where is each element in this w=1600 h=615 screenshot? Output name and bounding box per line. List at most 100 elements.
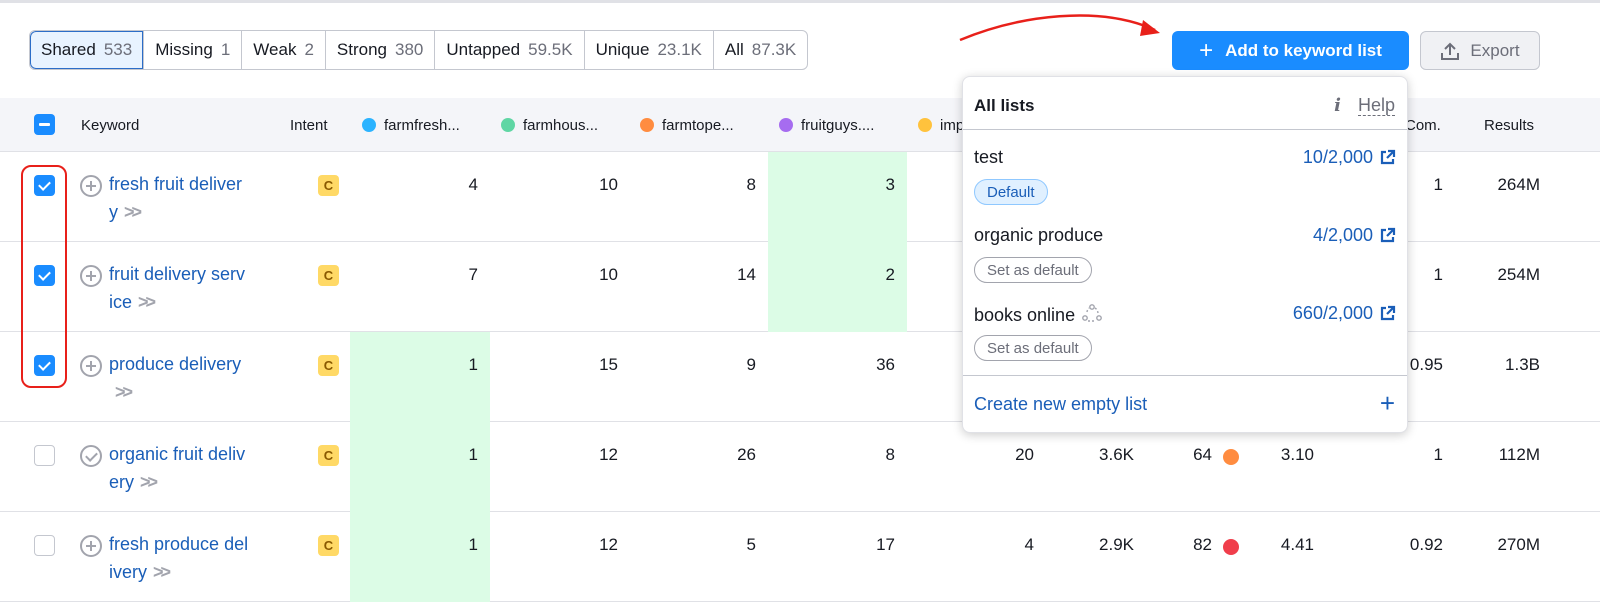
add-circle-icon[interactable] [80, 265, 102, 287]
annotation-highlight-box [21, 165, 67, 388]
add-circle-icon[interactable] [80, 355, 102, 377]
domain-position: 17 [876, 535, 895, 554]
export-button[interactable]: Export [1420, 31, 1540, 70]
row-checkbox[interactable] [34, 265, 55, 286]
table-row: organic fruit delivery >> C 1 12 26 8 20 3.6K 64 3… [0, 422, 1600, 512]
column-domain[interactable]: fruitguys.... [779, 98, 874, 152]
results: 270M [1497, 535, 1540, 554]
default-badge: Default [974, 179, 1048, 205]
add-circle-icon[interactable] [80, 535, 102, 557]
column-domain[interactable]: farmtope... [640, 98, 734, 152]
domain-position: 8 [885, 445, 895, 464]
select-all-checkbox[interactable] [34, 114, 55, 135]
domain-position: 2 [885, 265, 895, 284]
competition: 0.95 [1409, 355, 1443, 374]
tab-all[interactable]: All 87.3K [714, 31, 807, 69]
list-name-text: books online [974, 305, 1076, 325]
row-checkbox[interactable] [34, 355, 55, 376]
check-circle-icon[interactable] [80, 445, 102, 467]
cpc: 3.10 [1280, 445, 1314, 464]
intent-badge: C [318, 175, 339, 196]
list-count-link[interactable]: 4/2,000 [1313, 225, 1396, 246]
domain-position: 1 [468, 445, 478, 464]
export-label: Export [1470, 40, 1520, 60]
tab-weak[interactable]: Weak 2 [242, 31, 326, 69]
list-count: 10/2,000 [1302, 147, 1373, 167]
row-checkbox[interactable] [34, 175, 55, 196]
column-keyword[interactable]: Keyword [81, 116, 140, 134]
tab-unique[interactable]: Unique 23.1K [585, 31, 714, 69]
keyword-link[interactable]: organic fruit delivery >> [109, 440, 249, 496]
tab-missing[interactable]: Missing 1 [144, 31, 243, 69]
best-position-highlight [768, 242, 907, 332]
keyword-text: fresh fruit delivery [109, 174, 243, 222]
domain-position: 14 [737, 265, 756, 284]
keyword-link[interactable]: fruit delivery service >> [109, 260, 249, 316]
list-count-link[interactable]: 10/2,000 [1303, 147, 1396, 168]
domain-position: 12 [599, 535, 618, 554]
set-as-default-button[interactable]: Set as default [974, 257, 1092, 283]
results: 1.3B [1505, 355, 1540, 374]
domain-position: 5 [746, 535, 756, 554]
row-checkbox[interactable] [34, 535, 55, 556]
domain-position: 10 [599, 175, 618, 194]
best-position-highlight [350, 332, 490, 422]
chevron-double-right-icon[interactable]: >> [115, 382, 133, 402]
competition: 1 [1433, 445, 1443, 464]
column-domain[interactable]: farmhous... [501, 98, 598, 152]
set-as-default-button[interactable]: Set as default [974, 335, 1092, 361]
tab-label: Strong [336, 40, 388, 59]
tab-count: 1 [220, 40, 231, 59]
tab-shared[interactable]: Shared 533 [30, 31, 145, 69]
domain-position: 7 [468, 265, 478, 284]
domain-position: 8 [746, 175, 756, 194]
keyword-text: fresh produce delivery [109, 534, 249, 582]
list-count: 660/2,000 [1292, 303, 1373, 323]
list-name[interactable]: organic produce [974, 225, 1103, 246]
list-name[interactable]: test [974, 147, 1003, 168]
best-position-highlight [350, 512, 490, 602]
tab-untapped[interactable]: Untapped 59.5K [435, 31, 585, 69]
difficulty-dot-icon [1223, 449, 1239, 465]
help-link[interactable]: Help [1357, 95, 1395, 116]
results: 112M [1498, 445, 1540, 464]
competition: 1 [1433, 175, 1443, 194]
external-link-icon [1380, 305, 1396, 321]
create-new-list-link[interactable]: Create new empty list [974, 394, 1148, 414]
intent-badge: C [318, 445, 339, 466]
domain-position: 1 [468, 535, 478, 554]
plus-icon[interactable]: + [1379, 388, 1395, 418]
column-intent[interactable]: Intent [290, 116, 328, 134]
column-com[interactable]: Com. [1405, 116, 1441, 134]
tab-label: Shared [41, 40, 96, 59]
chevron-double-right-icon[interactable]: >> [153, 562, 171, 582]
top-divider [0, 0, 1600, 3]
keyword-link[interactable]: fresh produce delivery >> [109, 530, 249, 586]
domain-position: 26 [737, 445, 756, 464]
chevron-double-right-icon[interactable]: >> [124, 202, 142, 222]
position-filter-tabs: Shared 533 Missing 1 Weak 2 Strong 380 Untapped 5… [29, 30, 809, 70]
keyword-text: fruit delivery service [109, 264, 246, 312]
column-domain[interactable]: farmfresh... [362, 98, 460, 152]
row-checkbox[interactable] [34, 445, 55, 466]
chevron-double-right-icon[interactable]: >> [140, 472, 158, 492]
table-row: produce delivery >> C 1 15 9 36 0.95 1.3B [0, 332, 1600, 422]
chevron-double-right-icon[interactable]: >> [138, 292, 156, 312]
add-to-keyword-list-button[interactable]: + Add to keyword list [1172, 31, 1409, 70]
column-results[interactable]: Results [1484, 116, 1535, 134]
list-name-text: organic produce [974, 225, 1104, 245]
tab-strong[interactable]: Strong 380 [326, 31, 436, 69]
domain-color-dot-icon [918, 118, 932, 132]
keyword-text: produce delivery [109, 354, 242, 374]
tab-label: Unique [595, 40, 650, 59]
add-circle-icon[interactable] [80, 175, 102, 197]
shared-icon [1082, 304, 1102, 322]
list-name[interactable]: books online [974, 303, 1103, 326]
keyword-text: organic fruit delivery [109, 444, 246, 492]
domain-position: 12 [599, 445, 618, 464]
keyword-link[interactable]: produce delivery >> [109, 350, 249, 406]
list-count-link[interactable]: 660/2,000 [1293, 303, 1396, 324]
tab-label: Weak [253, 40, 297, 59]
keyword-link[interactable]: fresh fruit delivery >> [109, 170, 249, 226]
domain-position: 10 [599, 265, 618, 284]
